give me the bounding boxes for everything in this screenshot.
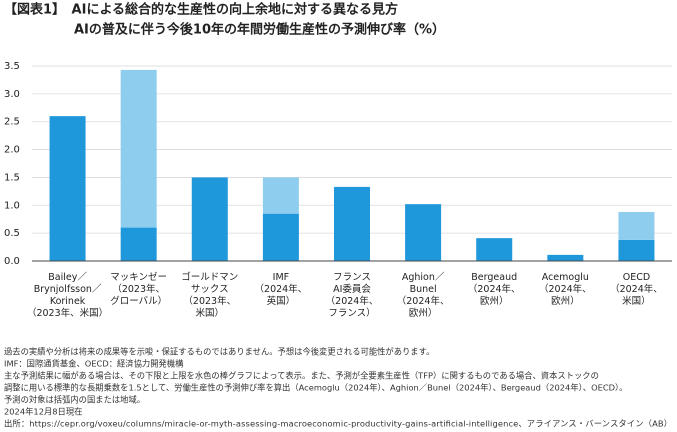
- note: 出所：https://cepr.org/voxeu/columns/miracl…: [4, 419, 672, 429]
- x-tick-label: ゴールドマンサックス（2023年、米国）: [181, 271, 238, 319]
- bar: [547, 254, 584, 261]
- note: IMF：国際通貨基金、OECD：経済協力開発機構: [4, 359, 184, 369]
- bar: [49, 116, 86, 262]
- chart-title: 【図表1】 AIによる総合的な生産性の向上余地に対する異なる見方: [4, 2, 398, 18]
- y-tick-label: 0.5: [4, 228, 20, 239]
- x-tick-label: OECD （2024年、米国）: [610, 272, 663, 307]
- bar: [120, 69, 157, 228]
- chart-subtitle: AIの普及に伴う今後10年の年間労働生産性の予測伸び率（%）: [74, 22, 445, 38]
- bar: [476, 238, 513, 261]
- note: 調整に用いる標準的な長期乗数を1.5として、労働生産性の予測伸び率を算出（Ace…: [4, 383, 627, 393]
- bar: [120, 227, 157, 261]
- bar: [334, 186, 370, 261]
- y-tick-label: 1.0: [4, 200, 20, 211]
- y-tick-label: 3.5: [4, 61, 20, 72]
- x-tick-label: フランス AI委員会（2024年、フランス）: [326, 272, 379, 319]
- y-tick-label: 1.5: [4, 172, 20, 183]
- note: 主な予測結果に幅がある場合は、その下限と上限を水色の棒グラフによって表示。また、…: [4, 371, 599, 381]
- note: 2024年12月8日現在: [4, 407, 82, 417]
- note: 過去の実績や分析は将来の成果等を示唆・保証するものではありません。予想は今後変更…: [4, 347, 434, 357]
- bar: [618, 211, 655, 240]
- x-tick-label: Aghion／ Bunel （2024年、欧州）: [397, 272, 450, 319]
- y-tick-label: 0.0: [4, 256, 20, 267]
- bar: [618, 239, 655, 261]
- y-tick-label: 2.0: [4, 145, 20, 156]
- x-tick-label: Bailey／ Brynjolfsson／ Korinek （2023年、米国）: [27, 272, 108, 319]
- x-tick-label: Bergeaud （2024年、欧州）: [468, 272, 521, 307]
- x-tick-label: Acemoglu （2024年、欧州）: [539, 272, 592, 307]
- y-tick-label: 3.0: [4, 89, 20, 100]
- y-tick-label: 2.5: [4, 117, 20, 128]
- note: 予測の対象は括弧内の国または地域。: [4, 395, 145, 405]
- x-tick-label: IMF （2024年、英国）: [255, 272, 308, 307]
- bar: [405, 204, 442, 261]
- bar: [191, 177, 228, 261]
- x-tick-label: マッキンゼー（2023年、グローバル）: [110, 271, 167, 307]
- bar: [262, 177, 299, 214]
- bar: [262, 213, 299, 261]
